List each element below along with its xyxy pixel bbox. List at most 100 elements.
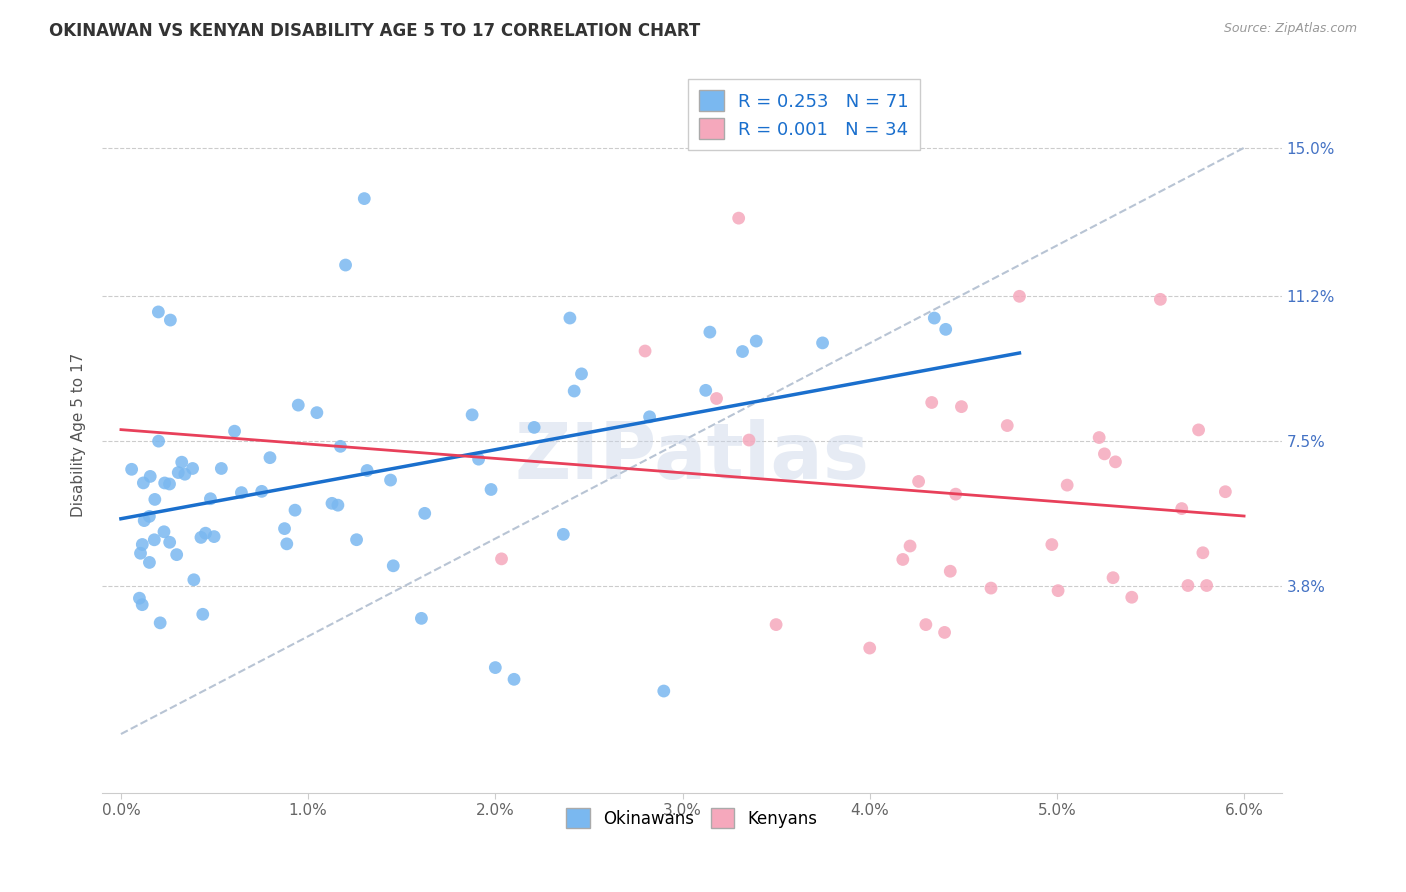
Point bbox=[652, 684, 675, 698]
Point bbox=[950, 400, 973, 414]
Legend: Okinawans, Kenyans: Okinawans, Kenyans bbox=[560, 802, 824, 834]
Point bbox=[191, 607, 214, 622]
Point bbox=[335, 258, 357, 272]
Point bbox=[727, 211, 749, 226]
Point bbox=[891, 552, 914, 566]
Point bbox=[924, 311, 946, 326]
Point bbox=[173, 467, 195, 482]
Point bbox=[183, 573, 205, 587]
Point bbox=[562, 384, 585, 398]
Point bbox=[811, 335, 834, 350]
Point bbox=[553, 527, 575, 541]
Point bbox=[1177, 578, 1199, 592]
Point bbox=[939, 564, 962, 578]
Point bbox=[329, 439, 352, 453]
Point bbox=[523, 420, 546, 434]
Point bbox=[1102, 571, 1125, 585]
Point bbox=[1040, 537, 1063, 551]
Point bbox=[413, 507, 436, 521]
Point bbox=[166, 548, 188, 562]
Point bbox=[224, 424, 246, 438]
Point bbox=[148, 434, 170, 449]
Point bbox=[148, 305, 170, 319]
Point bbox=[915, 617, 938, 632]
Point bbox=[200, 491, 222, 506]
Point bbox=[745, 334, 768, 348]
Point bbox=[461, 408, 484, 422]
Point bbox=[980, 581, 1002, 595]
Point bbox=[706, 392, 728, 406]
Point bbox=[170, 455, 193, 469]
Point bbox=[491, 552, 513, 566]
Point bbox=[945, 487, 967, 501]
Point bbox=[1192, 546, 1215, 560]
Text: Source: ZipAtlas.com: Source: ZipAtlas.com bbox=[1223, 22, 1357, 36]
Point bbox=[934, 625, 956, 640]
Point bbox=[353, 192, 375, 206]
Point bbox=[484, 660, 506, 674]
Point bbox=[121, 462, 143, 476]
Point bbox=[194, 526, 217, 541]
Point bbox=[356, 463, 378, 477]
Point bbox=[995, 418, 1018, 433]
Point bbox=[143, 492, 166, 507]
Point bbox=[467, 452, 489, 467]
Point bbox=[131, 537, 153, 551]
Point bbox=[131, 598, 153, 612]
Point bbox=[190, 530, 212, 544]
Point bbox=[859, 641, 882, 656]
Point bbox=[380, 473, 402, 487]
Text: OKINAWAN VS KENYAN DISABILITY AGE 5 TO 17 CORRELATION CHART: OKINAWAN VS KENYAN DISABILITY AGE 5 TO 1… bbox=[49, 22, 700, 40]
Point bbox=[634, 344, 657, 359]
Point bbox=[1008, 289, 1031, 303]
Point bbox=[1170, 501, 1192, 516]
Point bbox=[699, 325, 721, 339]
Point bbox=[132, 475, 155, 490]
Point bbox=[571, 367, 593, 381]
Point bbox=[284, 503, 307, 517]
Point bbox=[731, 344, 754, 359]
Point bbox=[181, 461, 204, 475]
Point bbox=[305, 406, 328, 420]
Point bbox=[287, 398, 309, 412]
Point bbox=[907, 475, 929, 489]
Point bbox=[259, 450, 281, 465]
Point bbox=[153, 475, 176, 490]
Point bbox=[558, 311, 581, 326]
Point bbox=[159, 477, 181, 491]
Point bbox=[765, 617, 787, 632]
Point bbox=[1094, 447, 1116, 461]
Point bbox=[153, 524, 176, 539]
Point bbox=[159, 535, 181, 549]
Point bbox=[1195, 578, 1218, 592]
Point bbox=[1149, 293, 1171, 307]
Point bbox=[935, 322, 957, 336]
Point bbox=[1088, 431, 1111, 445]
Point bbox=[1121, 591, 1143, 605]
Point bbox=[159, 313, 181, 327]
Point bbox=[921, 395, 943, 409]
Point bbox=[250, 484, 273, 499]
Point bbox=[149, 615, 172, 630]
Point bbox=[1056, 478, 1078, 492]
Point bbox=[898, 539, 921, 553]
Point bbox=[134, 514, 156, 528]
Point bbox=[738, 433, 761, 447]
Point bbox=[1187, 423, 1209, 437]
Y-axis label: Disability Age 5 to 17: Disability Age 5 to 17 bbox=[72, 353, 86, 517]
Point bbox=[138, 509, 160, 524]
Point bbox=[139, 469, 162, 483]
Point bbox=[128, 591, 150, 606]
Point bbox=[411, 611, 433, 625]
Point bbox=[1047, 583, 1070, 598]
Point bbox=[209, 461, 232, 475]
Point bbox=[326, 498, 349, 512]
Point bbox=[276, 537, 298, 551]
Point bbox=[129, 546, 152, 560]
Point bbox=[167, 466, 190, 480]
Point bbox=[143, 533, 166, 547]
Point bbox=[231, 485, 253, 500]
Point bbox=[202, 530, 225, 544]
Point bbox=[273, 522, 295, 536]
Point bbox=[138, 556, 160, 570]
